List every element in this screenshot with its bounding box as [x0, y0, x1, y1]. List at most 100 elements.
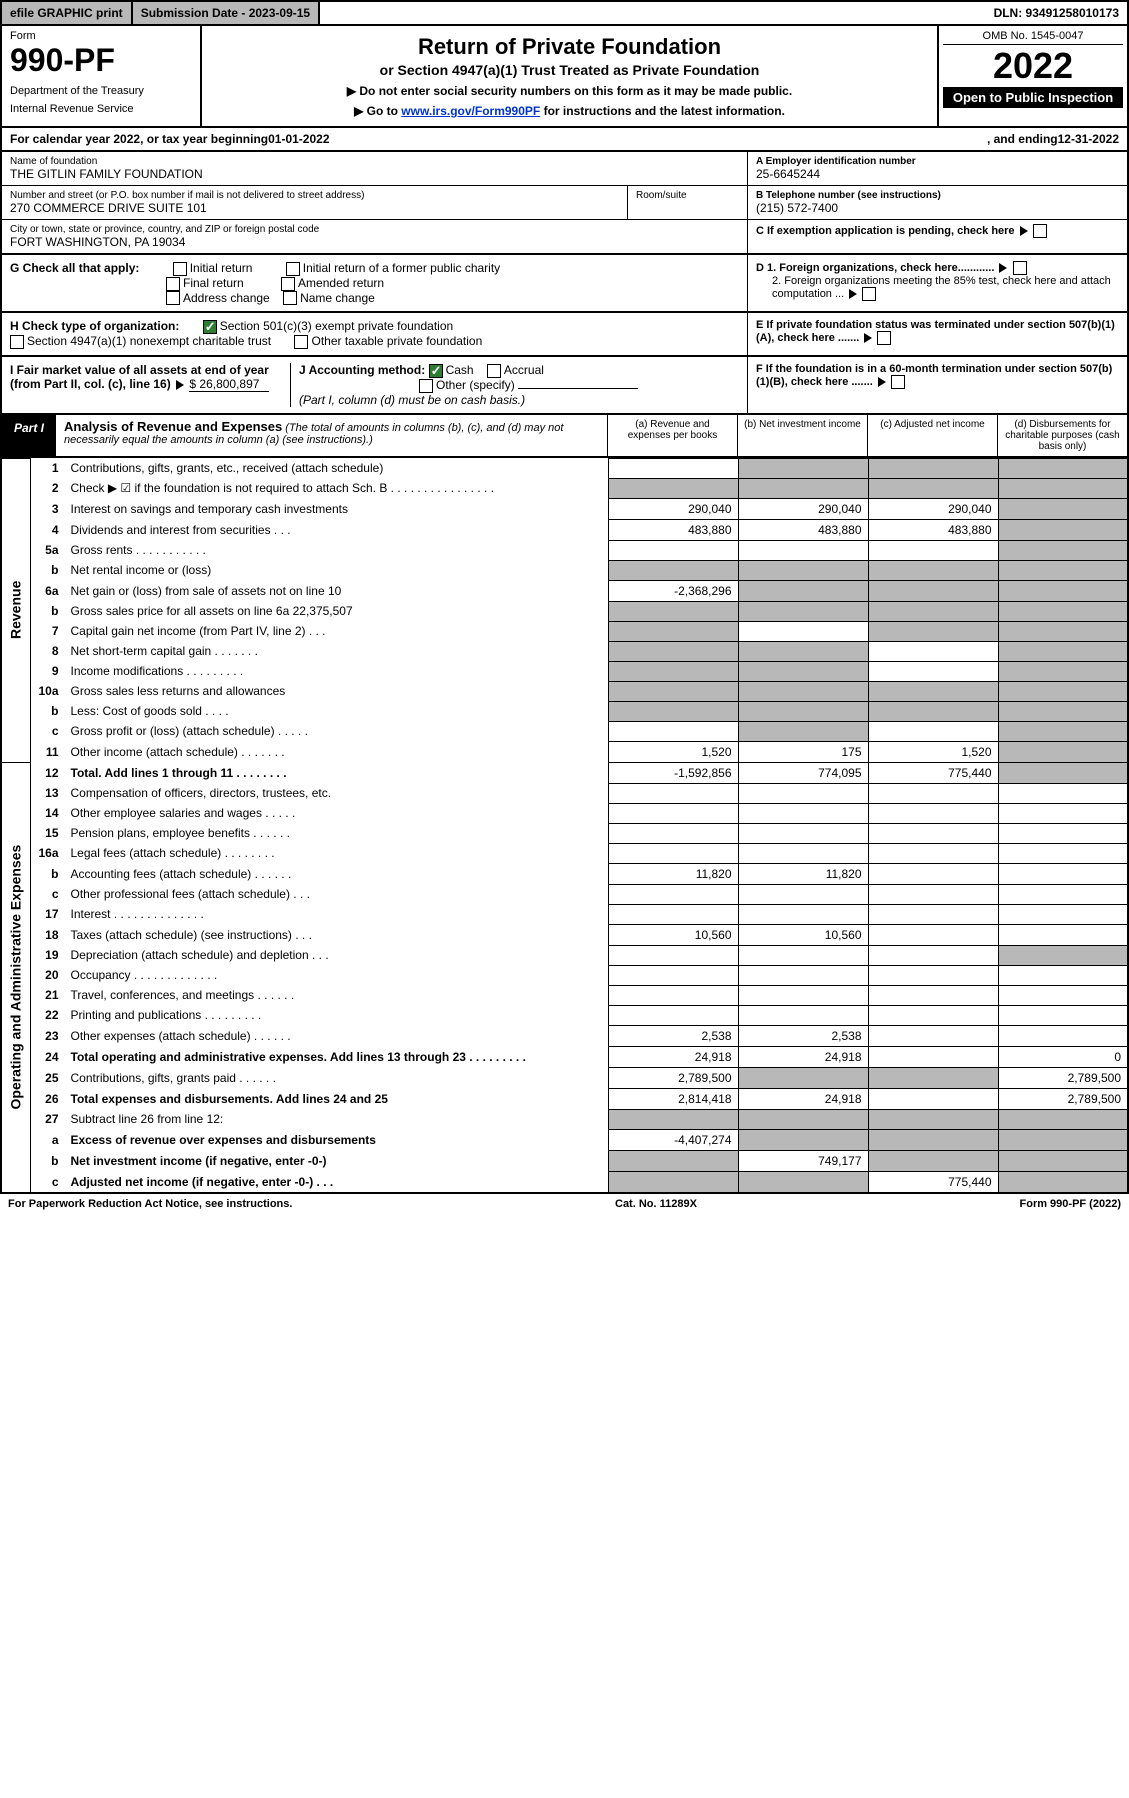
amount-cell-c	[868, 924, 998, 945]
line-description: Other professional fees (attach schedule…	[65, 884, 609, 904]
catalog-number: Cat. No. 11289X	[615, 1198, 697, 1210]
d2-checkbox[interactable]	[862, 287, 876, 301]
amount-cell-a: 1,520	[608, 741, 738, 762]
line-description: Less: Cost of goods sold . . . .	[65, 701, 609, 721]
e-checkbox[interactable]	[877, 331, 891, 345]
amount-cell-d: 2,789,500	[998, 1067, 1128, 1088]
year-begin: 01-01-2022	[268, 132, 329, 146]
amount-cell-d	[998, 762, 1128, 783]
amount-cell-a	[608, 965, 738, 985]
amount-cell-b: 175	[738, 741, 868, 762]
other-taxable-checkbox[interactable]	[294, 335, 308, 349]
amount-cell-d	[998, 843, 1128, 863]
top-bar: efile GRAPHIC print Submission Date - 20…	[0, 0, 1129, 26]
line-description: Contributions, gifts, grants, etc., rece…	[65, 458, 609, 478]
line-number: c	[31, 884, 65, 904]
amount-cell-c: 1,520	[868, 741, 998, 762]
d1-checkbox[interactable]	[1013, 261, 1027, 275]
arrow-icon	[878, 377, 886, 387]
col-d-header: (d) Disbursements for charitable purpose…	[997, 415, 1127, 456]
amount-cell-a	[608, 985, 738, 1005]
amount-cell-a: 24,918	[608, 1046, 738, 1067]
accrual-checkbox[interactable]	[487, 364, 501, 378]
amount-cell-d	[998, 519, 1128, 540]
amount-cell-a	[608, 1005, 738, 1025]
amount-cell-c	[868, 540, 998, 560]
line-description: Adjusted net income (if negative, enter …	[65, 1171, 609, 1193]
table-row: 5aGross rents . . . . . . . . . . .	[1, 540, 1128, 560]
amount-cell-a	[608, 1150, 738, 1171]
amount-cell-b	[738, 540, 868, 560]
line-description: Taxes (attach schedule) (see instruction…	[65, 924, 609, 945]
line-number: b	[31, 701, 65, 721]
amount-cell-d	[998, 783, 1128, 803]
4947-checkbox[interactable]	[10, 335, 24, 349]
other-method-checkbox[interactable]	[419, 379, 433, 393]
amount-cell-a	[608, 601, 738, 621]
amount-cell-d	[998, 1129, 1128, 1150]
line-description: Other expenses (attach schedule) . . . .…	[65, 1025, 609, 1046]
amount-cell-c	[868, 1067, 998, 1088]
expenses-side-label: Operating and Administrative Expenses	[1, 762, 31, 1193]
table-row: Revenue1Contributions, gifts, grants, et…	[1, 458, 1128, 478]
table-row: 20Occupancy . . . . . . . . . . . . .	[1, 965, 1128, 985]
line-description: Net investment income (if negative, ente…	[65, 1150, 609, 1171]
line-number: 13	[31, 783, 65, 803]
amount-cell-d	[998, 985, 1128, 1005]
amount-cell-a: 10,560	[608, 924, 738, 945]
amount-cell-c: 775,440	[868, 1171, 998, 1193]
amount-cell-a	[608, 540, 738, 560]
name-change-checkbox[interactable]	[283, 291, 297, 305]
table-row: bAccounting fees (attach schedule) . . .…	[1, 863, 1128, 884]
g-checks-left: G Check all that apply: Initial return I…	[2, 255, 747, 311]
table-row: 11Other income (attach schedule) . . . .…	[1, 741, 1128, 762]
table-row: 27Subtract line 26 from line 12:	[1, 1109, 1128, 1129]
dln-label: DLN: 93491258010173	[986, 2, 1127, 24]
amount-cell-d	[998, 458, 1128, 478]
foundation-city: FORT WASHINGTON, PA 19034	[10, 235, 739, 249]
amount-cell-c	[868, 965, 998, 985]
table-row: 9Income modifications . . . . . . . . .	[1, 661, 1128, 681]
header-right: OMB No. 1545-0047 2022 Open to Public In…	[937, 26, 1127, 126]
line-description: Other employee salaries and wages . . . …	[65, 803, 609, 823]
amount-cell-c	[868, 721, 998, 741]
501c3-checkbox[interactable]	[203, 320, 217, 334]
line-number: 21	[31, 985, 65, 1005]
i-block: I Fair market value of all assets at end…	[10, 363, 290, 407]
initial-return-checkbox[interactable]	[173, 262, 187, 276]
amount-cell-a	[608, 823, 738, 843]
former-charity-checkbox[interactable]	[286, 262, 300, 276]
line-number: 10a	[31, 681, 65, 701]
amount-cell-d	[998, 1150, 1128, 1171]
amount-cell-a	[608, 904, 738, 924]
amount-cell-a: 483,880	[608, 519, 738, 540]
address-change-checkbox[interactable]	[166, 291, 180, 305]
form-number: 990-PF	[10, 42, 192, 79]
amount-cell-b: 749,177	[738, 1150, 868, 1171]
cash-checkbox[interactable]	[429, 364, 443, 378]
table-row: bNet investment income (if negative, ent…	[1, 1150, 1128, 1171]
exemption-checkbox[interactable]	[1033, 224, 1047, 238]
line-number: b	[31, 560, 65, 580]
line-description: Net rental income or (loss)	[65, 560, 609, 580]
amount-cell-d	[998, 1025, 1128, 1046]
form-subtitle: or Section 4947(a)(1) Trust Treated as P…	[210, 62, 929, 78]
line-number: 11	[31, 741, 65, 762]
amount-cell-b	[738, 1067, 868, 1088]
amount-cell-d	[998, 661, 1128, 681]
amount-cell-d	[998, 681, 1128, 701]
form-ref: Form 990-PF (2022)	[1020, 1198, 1121, 1210]
line-description: Contributions, gifts, grants paid . . . …	[65, 1067, 609, 1088]
amount-cell-b	[738, 1109, 868, 1129]
line-description: Legal fees (attach schedule) . . . . . .…	[65, 843, 609, 863]
arrow-icon	[849, 289, 857, 299]
amount-cell-b: 774,095	[738, 762, 868, 783]
irs-link[interactable]: www.irs.gov/Form990PF	[401, 104, 540, 118]
final-return-checkbox[interactable]	[166, 277, 180, 291]
table-row: 15Pension plans, employee benefits . . .…	[1, 823, 1128, 843]
line-number: c	[31, 1171, 65, 1193]
f-checkbox[interactable]	[891, 375, 905, 389]
year-end: 12-31-2022	[1058, 132, 1119, 146]
table-row: 18Taxes (attach schedule) (see instructi…	[1, 924, 1128, 945]
amended-return-checkbox[interactable]	[281, 277, 295, 291]
